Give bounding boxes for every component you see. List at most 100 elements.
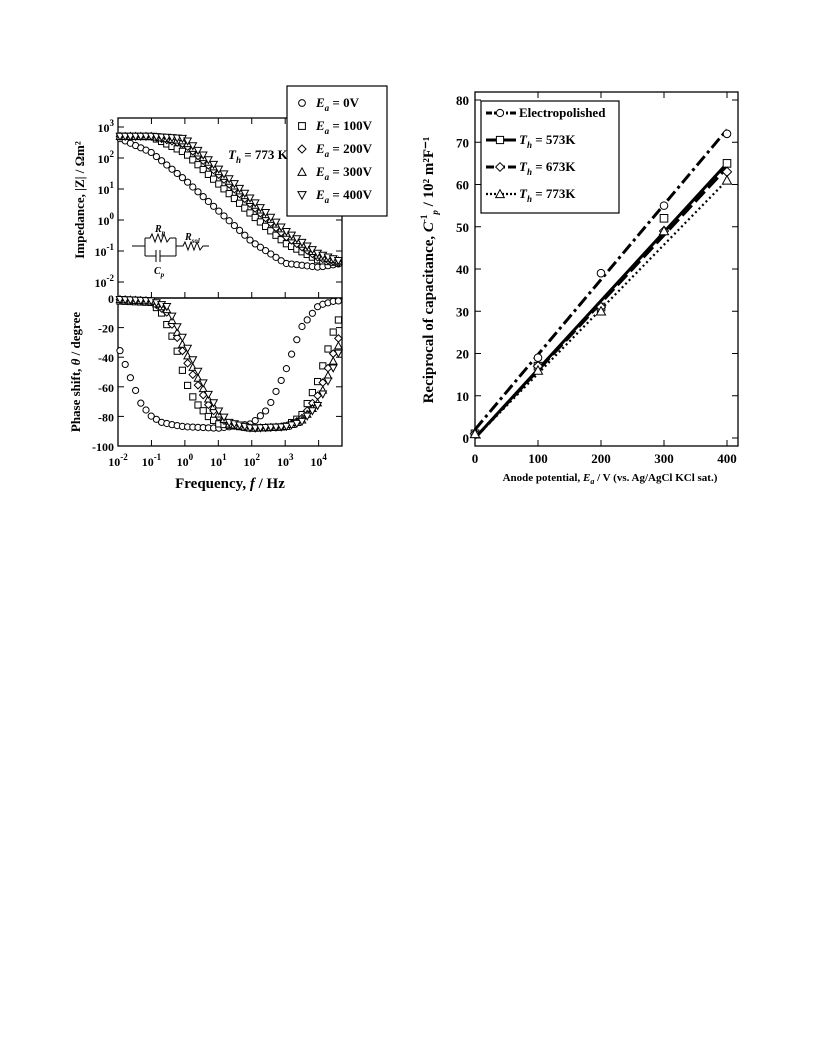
phase-point <box>172 327 182 336</box>
capacitance-y-tick-label: 20 <box>456 347 469 362</box>
fit-line <box>473 128 729 431</box>
phase-x-tick-label: 10-2 <box>108 452 128 469</box>
capacitance-point <box>722 129 732 139</box>
phase-point <box>132 386 140 395</box>
phase-point <box>328 356 338 365</box>
impedance-point <box>219 170 229 179</box>
phase-point <box>255 424 265 433</box>
impedance-point <box>235 184 245 194</box>
capacitance-point <box>469 428 481 439</box>
phase-series-4 <box>115 295 343 433</box>
legend-entry-4: Ea = 400V <box>315 187 373 205</box>
capacitance-y-tick-label: 50 <box>456 220 469 235</box>
capacitance-point <box>595 305 607 316</box>
phase-point <box>288 350 296 358</box>
legend-marker <box>297 144 307 154</box>
phase-point <box>256 412 264 420</box>
phase-x-tick-label: 10-1 <box>142 452 162 469</box>
phase-point <box>287 421 297 430</box>
phase-point <box>298 322 306 331</box>
capacitance-y-axis-label: Reciprocal of capacitance, C-1p / 10² m²… <box>419 137 440 404</box>
phase-point <box>293 336 301 344</box>
phase-point <box>184 381 192 390</box>
impedance-y-tick-label: 10-1 <box>95 242 115 259</box>
phase-point <box>292 419 302 429</box>
phase-x-tick-label: 102 <box>244 452 261 469</box>
phase-y-tick-label: -100 <box>92 440 114 454</box>
phase-point <box>203 390 213 400</box>
impedance-point <box>251 240 259 248</box>
impedance-point <box>199 165 207 174</box>
capacitance-panel: 0 10 20 30 40 50 60 70 80 0 100 200 300 400 Electropol… <box>419 91 739 486</box>
impedance-point <box>245 194 255 203</box>
phase-point <box>188 356 198 365</box>
impedance-point <box>178 174 186 182</box>
impedance-point <box>189 156 197 164</box>
legend-marker <box>298 99 306 107</box>
impedance-point <box>193 146 203 156</box>
legend-entry-3: Ea = 300V <box>315 164 373 182</box>
impedance-point <box>240 189 250 199</box>
impedance-point <box>168 165 176 173</box>
equivalent-circuit <box>132 232 209 262</box>
impedance-point <box>220 185 228 193</box>
impedance-point <box>229 180 239 189</box>
impedance-point <box>215 180 223 188</box>
phase-y-tick-label: -40 <box>98 351 114 365</box>
capacitance-y-tick-label: 80 <box>456 93 469 108</box>
impedance-point <box>246 209 254 217</box>
phase-point <box>203 400 213 410</box>
phase-point <box>333 333 343 343</box>
phase-point <box>334 316 342 324</box>
capacitance-point <box>659 201 669 210</box>
capacitance-y-tick-label: 10 <box>456 389 469 404</box>
impedance-y-tick-label: 102 <box>98 149 115 166</box>
phase-plot-frame <box>117 297 343 447</box>
phase-point <box>324 345 332 353</box>
capacitance-series-3 <box>469 174 733 439</box>
capacitance-x-tick-label: 400 <box>717 451 737 466</box>
impedance-point <box>163 161 171 169</box>
impedance-annotation: Th = 773 K <box>228 147 289 165</box>
legend-entry-2: Th = 673K <box>519 159 576 177</box>
phase-y-tick-label: 0 <box>108 292 114 306</box>
impedance-series-0 <box>116 135 342 271</box>
phase-point <box>137 399 145 407</box>
impedance-point <box>173 169 181 178</box>
legend-marker <box>297 166 307 176</box>
phase-point <box>177 333 187 343</box>
phase-point <box>183 344 193 354</box>
legend-marker <box>495 108 505 118</box>
phase-point <box>328 364 338 373</box>
phase-point <box>199 407 207 415</box>
circuit-label-cp: Cp <box>154 266 165 279</box>
impedance-point <box>194 161 202 169</box>
impedance-point <box>250 199 260 208</box>
impedance-point <box>256 218 264 226</box>
capacitance-point <box>722 159 732 168</box>
phase-point <box>271 423 281 432</box>
legend-entry-1: Ea = 100V <box>315 118 373 136</box>
phase-point <box>209 399 219 408</box>
phase-point <box>204 412 213 421</box>
impedance-point <box>256 243 264 251</box>
impedance-point <box>199 193 207 201</box>
impedance-point <box>262 222 270 230</box>
impedance-y-tick-label: 10-2 <box>95 273 115 290</box>
impedance-point <box>204 197 212 206</box>
impedance-point <box>236 226 244 235</box>
capacitance-point <box>659 214 669 223</box>
phase-point <box>162 303 172 312</box>
phase-x-tick-label: 103 <box>277 452 294 469</box>
resistor-rsol <box>176 240 209 252</box>
phase-x-tick-label: 104 <box>310 452 327 469</box>
phase-point <box>188 370 198 380</box>
capacitance-x-tick-label: 200 <box>591 451 611 466</box>
capacitance-y-tick-label: 30 <box>456 304 469 319</box>
impedance-point <box>210 175 218 183</box>
legend-marker <box>297 191 307 201</box>
impedance-point <box>194 188 202 196</box>
impedance-point <box>267 250 275 258</box>
phase-point <box>333 341 343 350</box>
